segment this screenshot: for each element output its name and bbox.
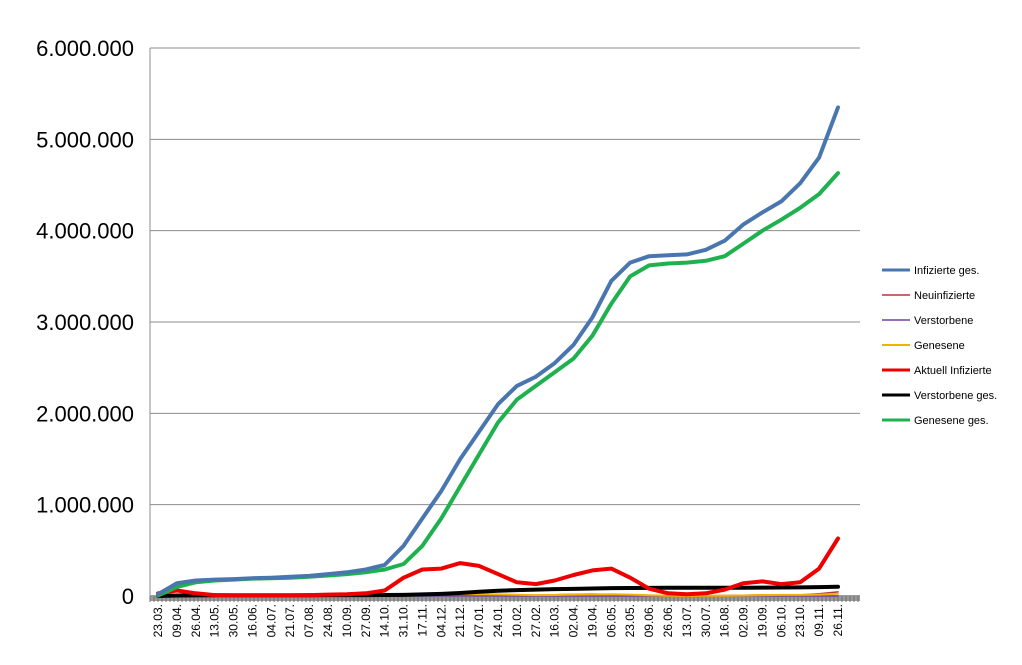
legend-label: Aktuell Infizierte <box>914 365 992 377</box>
x-tick-label: 07.08. <box>302 604 316 637</box>
x-tick-label: 09.06. <box>642 604 656 637</box>
x-tick-label: 23.05. <box>623 604 637 637</box>
series-line-4 <box>156 536 840 598</box>
legend-label: Infizierte ges. <box>914 265 979 277</box>
x-tick-label: 23.03. <box>151 604 165 637</box>
x-tick-label: 26.04. <box>189 604 203 637</box>
x-tick-label: 26.11. <box>831 604 845 636</box>
x-tick-label: 19.09. <box>755 604 769 637</box>
x-tick-label: 14.10. <box>378 604 392 637</box>
y-axis-tick-labels: 0 1.000.000 2.000.000 3.000.000 4.000.000 5.0… <box>36 36 134 609</box>
x-tick-label: 23.10. <box>793 604 807 637</box>
x-tick-label: 16.03. <box>548 604 562 637</box>
x-tick-label: 09.04. <box>170 604 184 637</box>
x-tick-label: 21.07. <box>283 604 297 637</box>
x-tick-label: 30.07. <box>699 604 713 637</box>
x-tick-label: 04.07. <box>264 604 278 637</box>
x-tick-label: 24.01. <box>491 604 505 637</box>
series-line-0 <box>156 105 840 597</box>
axes <box>149 48 860 602</box>
y-tick-label: 2.000.000 <box>36 401 134 426</box>
x-tick-label: 27.02. <box>529 604 543 637</box>
x-tick-label: 21.12. <box>453 604 467 637</box>
x-tick-label: 17.11. <box>415 604 429 636</box>
x-tick-label: 09.11. <box>812 604 826 636</box>
legend-label: Verstorbene ges. <box>914 390 997 402</box>
y-tick-label: 4.000.000 <box>36 219 134 244</box>
x-tick-label: 02.09. <box>737 604 751 637</box>
x-tick-label: 06.10. <box>774 604 788 637</box>
gridlines <box>150 47 860 506</box>
x-tick-label: 26.06. <box>661 604 675 637</box>
y-tick-label: 5.000.000 <box>36 127 134 152</box>
legend-label: Genesene ges. <box>914 415 989 427</box>
legend-label: Genesene <box>914 340 965 352</box>
x-tick-label: 13.07. <box>680 604 694 637</box>
y-tick-label: 0 <box>122 584 134 609</box>
y-tick-label: 6.000.000 <box>36 36 134 61</box>
y-tick-label: 1.000.000 <box>36 493 134 518</box>
x-tick-label: 19.04. <box>585 604 599 637</box>
legend: Infizierte ges. Neuinfizierte Verstorbene G… <box>882 265 997 427</box>
x-tick-label: 24.08. <box>321 604 335 637</box>
x-tick-label: 07.01. <box>472 604 486 637</box>
x-tick-label: 10.02. <box>510 604 524 637</box>
y-tick-label: 3.000.000 <box>36 310 134 335</box>
x-tick-label: 02.04. <box>567 604 581 637</box>
x-axis-band <box>150 595 860 601</box>
x-tick-label: 16.08. <box>718 604 732 637</box>
legend-label: Neuinfizierte <box>914 290 975 302</box>
x-tick-label: 31.10. <box>397 604 411 637</box>
x-axis-tick-labels: 23.03. 09.04. 26.04. 13.05. 30.05. 16.06. 04.0… <box>151 604 845 637</box>
x-tick-label: 10.09. <box>340 604 354 637</box>
x-tick-label: 27.09. <box>359 604 373 637</box>
series-lines <box>156 105 840 598</box>
series-line-6 <box>156 171 840 598</box>
x-tick-label: 06.05. <box>604 604 618 637</box>
x-tick-label: 16.06. <box>245 604 259 637</box>
x-tick-label: 04.12. <box>434 604 448 637</box>
legend-label: Verstorbene <box>914 315 973 327</box>
x-tick-label: 13.05. <box>208 604 222 637</box>
x-tick-label: 30.05. <box>227 604 241 637</box>
